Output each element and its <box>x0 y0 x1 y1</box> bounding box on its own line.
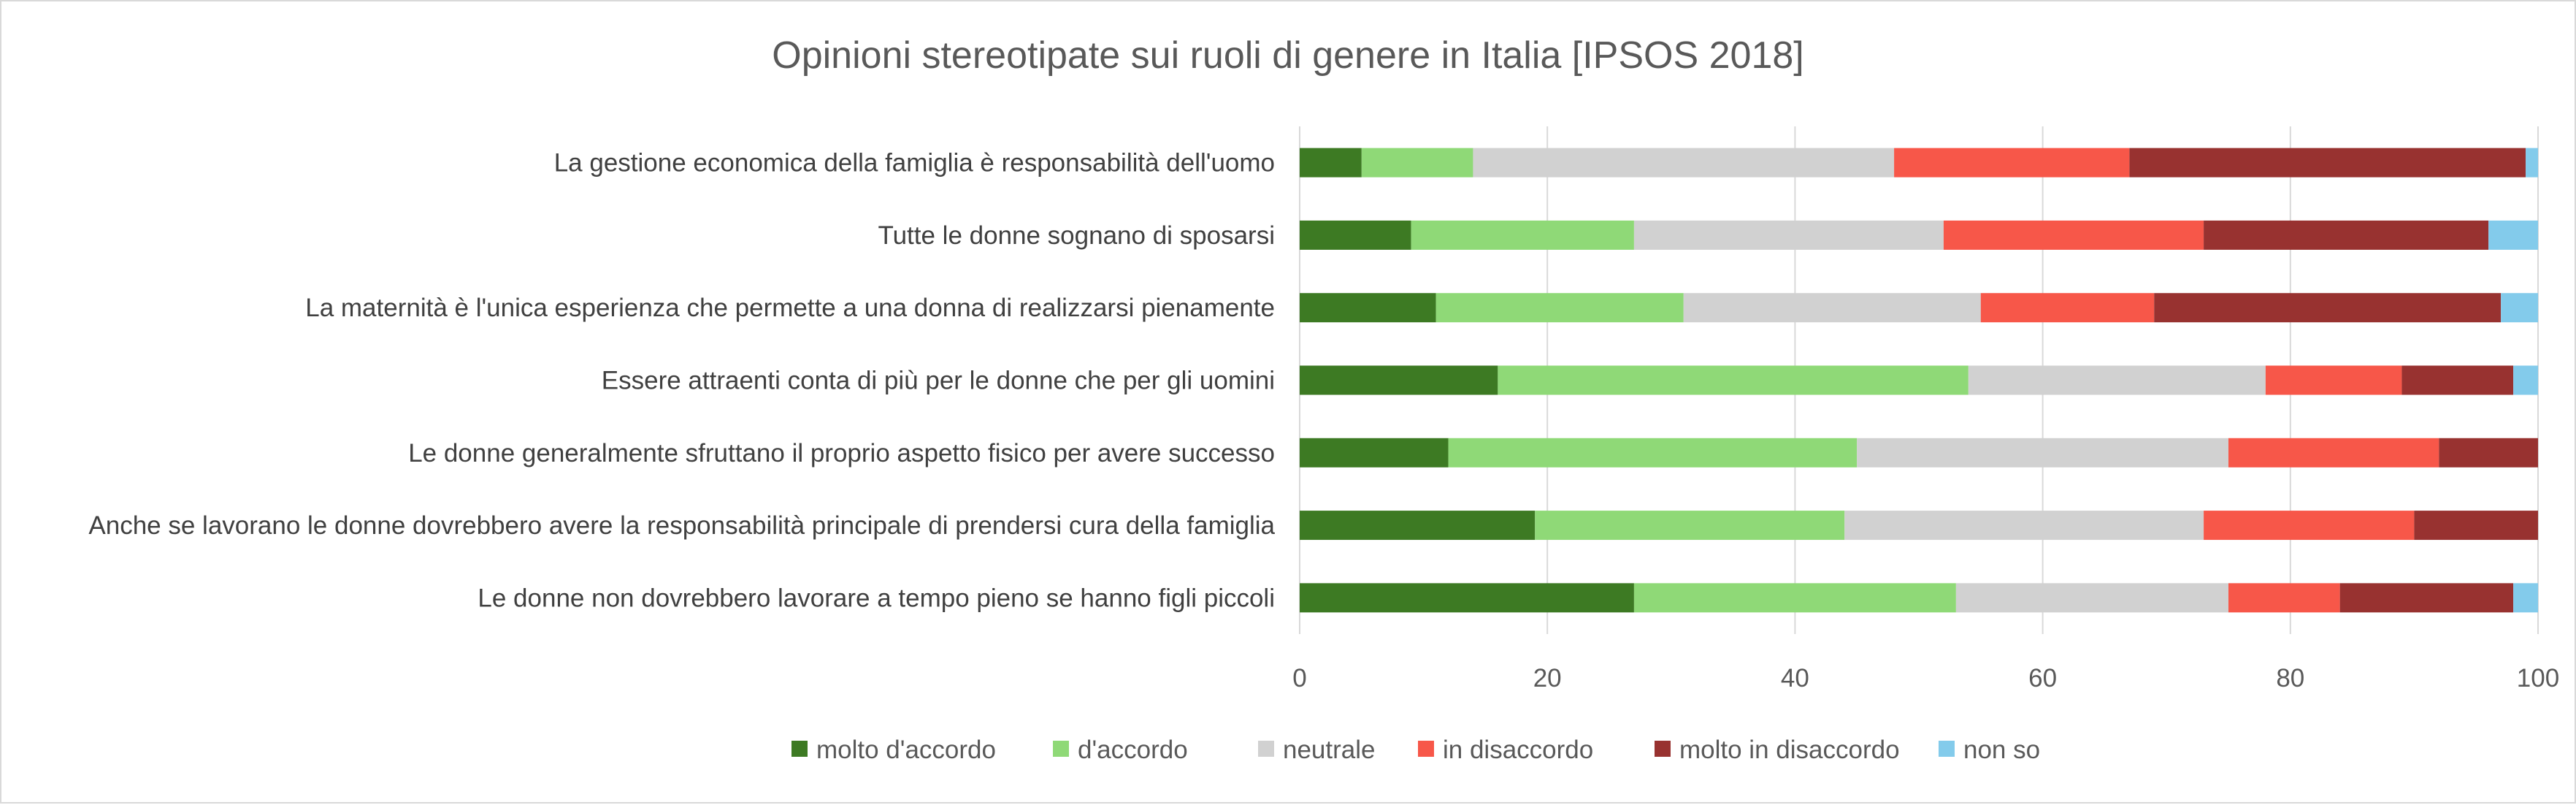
legend-label: d'accordo <box>1078 736 1188 764</box>
bar-segment <box>1300 511 1536 541</box>
bar-segment <box>1535 511 1845 541</box>
bar-segment <box>1955 583 2228 613</box>
category-label: Essere attraenti conta di più per le don… <box>602 367 1275 395</box>
bar-segment <box>1894 148 2130 178</box>
bar-segment <box>2513 365 2538 395</box>
legend-label: neutrale <box>1283 736 1375 764</box>
bar-segment <box>1857 438 2228 468</box>
legend-label: molto d'accordo <box>816 736 996 764</box>
bar-segment <box>2414 511 2538 541</box>
bar-segment <box>2228 583 2340 613</box>
bar-segment <box>2265 365 2402 395</box>
bar-segment <box>1435 293 1684 323</box>
x-tick-label: 60 <box>2028 664 2057 693</box>
category-label: Anche se lavorano le donne dovrebbero av… <box>88 511 1275 540</box>
legend-marker <box>1939 741 1955 757</box>
legend-label: in disaccordo <box>1443 736 1593 764</box>
category-label: Le donne generalmente sfruttano il propr… <box>408 439 1275 468</box>
bar-segment <box>2439 438 2538 468</box>
legend-label: non so <box>1963 736 2040 764</box>
bar-segment <box>2339 583 2514 613</box>
bar-segment <box>2129 148 2526 178</box>
bar-segment <box>1844 511 2204 541</box>
legend-marker <box>1655 741 1671 757</box>
category-label: Tutte le donne sognano di sposarsi <box>878 221 1275 250</box>
bar-segment <box>2501 293 2538 323</box>
x-tick-label: 40 <box>1781 664 1809 693</box>
legend-marker <box>1258 741 1274 757</box>
bar-segment <box>1300 148 1362 178</box>
bar-segment <box>1411 220 1634 250</box>
bar-segment <box>2401 365 2514 395</box>
bar-segment <box>1943 220 2204 250</box>
category-label: La maternità è l'unica esperienza che pe… <box>305 294 1275 322</box>
bar-segment <box>2228 438 2439 468</box>
category-label: La gestione economica della famiglia è r… <box>554 149 1275 178</box>
category-label: Le donne non dovrebbero lavorare a tempo… <box>478 584 1275 612</box>
bar-segment <box>1448 438 1858 468</box>
bar-segment <box>1361 148 1473 178</box>
bar-segment <box>1633 583 1956 613</box>
bar-segment <box>2513 583 2538 613</box>
bar-segment <box>2204 511 2415 541</box>
bar-segment <box>1300 293 1436 323</box>
bar-segment <box>1300 583 1634 613</box>
x-tick-label: 20 <box>1533 664 1562 693</box>
legend-marker <box>791 741 808 757</box>
legend-marker <box>1418 741 1434 757</box>
x-tick-label: 80 <box>2276 664 2304 693</box>
bar-segment <box>1300 220 1411 250</box>
bar-segment <box>2204 220 2489 250</box>
legend-marker <box>1053 741 1069 757</box>
bar-segment <box>1300 438 1449 468</box>
bar-segment <box>2488 220 2538 250</box>
x-tick-label: 0 <box>1292 664 1306 693</box>
x-tick-label: 100 <box>2517 664 2559 693</box>
chart-title: Opinioni stereotipate sui ruoli di gener… <box>772 34 1804 77</box>
legend-label: molto in disaccordo <box>1679 736 1900 764</box>
bar-segment <box>1968 365 2266 395</box>
bar-segment <box>1633 220 1944 250</box>
bar-segment <box>2526 148 2538 178</box>
bar-segment <box>1980 293 2155 323</box>
bar-segment <box>2154 293 2502 323</box>
bar-segment <box>1683 293 1981 323</box>
bar-segment <box>1300 365 1498 395</box>
bar-segment <box>1498 365 1969 395</box>
bar-segment <box>1473 148 1895 178</box>
